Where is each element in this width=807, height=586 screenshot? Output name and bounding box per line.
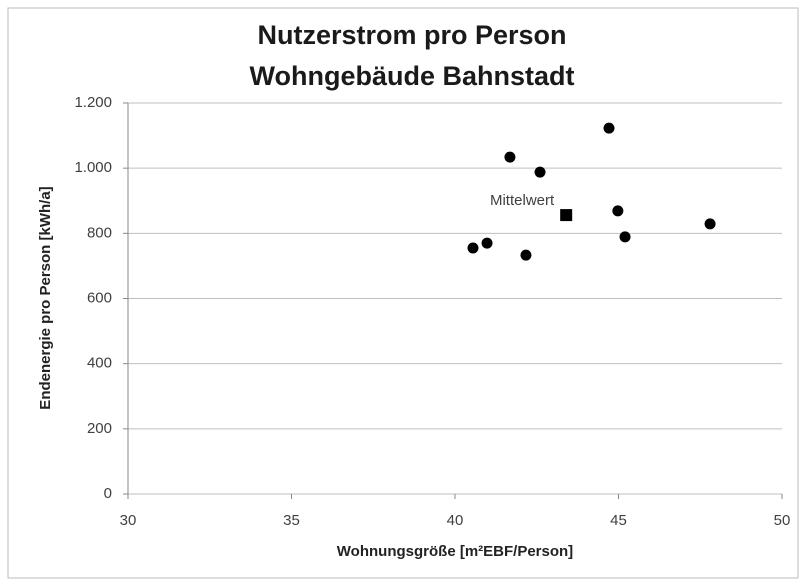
point [520, 249, 532, 261]
x-tick-label: 50 [774, 512, 791, 529]
y-tick-label: 600 [87, 289, 112, 306]
point [467, 242, 479, 254]
y-tick-label: 400 [87, 355, 112, 372]
mean-point [560, 209, 573, 222]
x-axis-title: Wohnungsgröße [m²EBF/Person] [337, 543, 573, 560]
y-axis-title: Endenergie pro Person [kWh/a] [37, 186, 54, 409]
y-tick-label: 800 [87, 224, 112, 241]
chart-frame [7, 7, 799, 579]
chart-title: Nutzerstrom pro Person [257, 20, 566, 50]
point [619, 231, 631, 243]
point [603, 122, 615, 134]
point [704, 218, 716, 230]
point [504, 151, 516, 163]
y-tick-label: 1.200 [74, 94, 112, 111]
chart-subtitle: Wohngebäude Bahnstadt [249, 61, 574, 91]
y-tick-label: 0 [104, 485, 112, 502]
x-tick-label: 40 [447, 512, 464, 529]
point [481, 237, 493, 249]
point [612, 205, 624, 217]
y-tick-label: 1.000 [74, 159, 112, 176]
y-tick-label: 200 [87, 420, 112, 437]
x-tick-label: 45 [610, 512, 627, 529]
point [534, 166, 546, 178]
x-tick-label: 35 [283, 512, 300, 529]
mean-label: Mittelwert [490, 192, 555, 209]
x-tick-label: 30 [120, 512, 137, 529]
